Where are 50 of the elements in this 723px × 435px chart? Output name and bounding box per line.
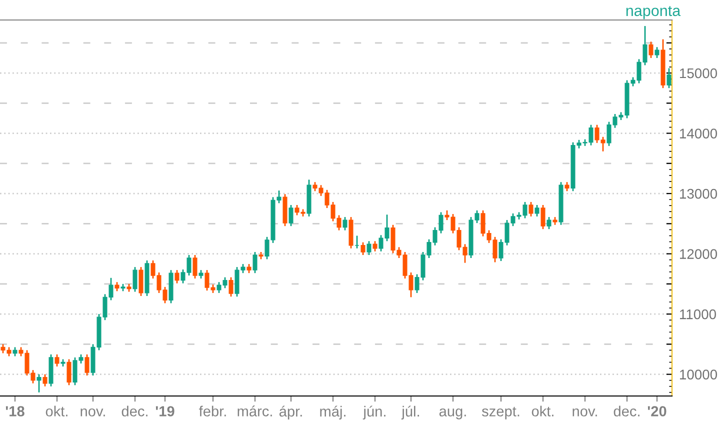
x-tick-label: nov. [572, 408, 597, 416]
x-tick-label: máj. [320, 406, 346, 420]
candlestick [360, 242, 366, 256]
x-tick-label: nov. [80, 408, 105, 416]
candlestick [66, 358, 72, 386]
y-tick-label: 10000 [680, 370, 718, 380]
x-tick-label: jún. [362, 406, 386, 420]
candlestick [564, 181, 570, 192]
candlestick [528, 201, 534, 218]
candlestick [252, 251, 258, 274]
x-tick-label: febr. [199, 406, 226, 416]
candlestick [192, 254, 198, 280]
candlestick [138, 266, 144, 297]
candlestick [132, 266, 138, 292]
candlestick [288, 204, 294, 227]
candlestick [84, 354, 90, 376]
x-tick-label: aug. [439, 408, 466, 420]
x-tick-label: '18 [6, 406, 24, 416]
candlestick [114, 281, 120, 292]
x-tick-label: ápr. [279, 406, 302, 420]
x-tick-label: dec. [614, 406, 640, 416]
y-tick-label: 15000 [680, 68, 718, 78]
candlestick [174, 269, 180, 284]
candlestick [534, 204, 540, 218]
candlestick [546, 216, 552, 230]
candlestick [654, 46, 660, 59]
x-tick-label: dec. [122, 406, 148, 416]
y-tick-label: 11000 [680, 309, 716, 320]
y-tick-label: 12000 [680, 249, 718, 259]
candlestick [54, 354, 60, 368]
candlestick [540, 204, 546, 230]
candlestick [228, 276, 234, 298]
candlestick [648, 40, 654, 59]
y-tick-label: 13000 [680, 188, 718, 199]
x-tick-label: szept. [482, 406, 520, 420]
chart-subtitle: naponta [626, 6, 681, 20]
x-tick-label: '19 [156, 406, 174, 416]
candlestick [12, 346, 18, 357]
x-tick-label: okt. [46, 406, 68, 416]
candlestick [342, 216, 348, 231]
x-tick-label: márc. [238, 406, 272, 416]
x-tick-label: okt. [532, 406, 554, 416]
y-tick-label: 14000 [680, 128, 718, 138]
x-tick-label: '20 [648, 406, 666, 416]
candlestick [366, 240, 372, 256]
candlestick [246, 263, 252, 274]
candlestick [372, 240, 378, 252]
x-tick-label: júl. [401, 406, 419, 420]
candlestick [42, 374, 48, 388]
candlestick [36, 374, 42, 394]
